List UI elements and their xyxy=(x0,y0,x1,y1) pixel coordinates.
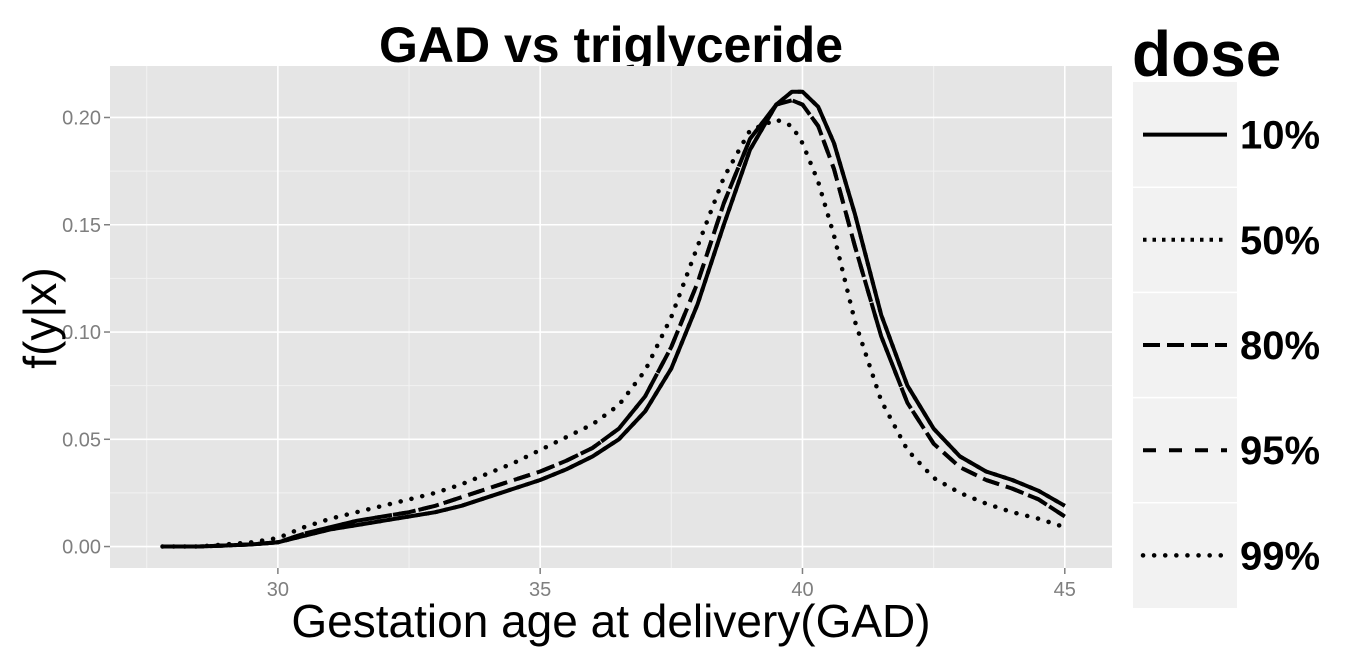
y-tick-label-4: 0.20 xyxy=(62,107,101,129)
legend-label-95pct: 95% xyxy=(1240,429,1320,473)
major-gridlines xyxy=(110,66,1112,568)
legend-label-10pct: 10% xyxy=(1240,114,1320,158)
series-line-80pct xyxy=(162,98,1066,549)
legend-label-80pct: 80% xyxy=(1240,324,1320,368)
legend-label-99pct: 99% xyxy=(1240,534,1320,578)
y-axis-title: f(y|x) xyxy=(14,267,66,368)
chart-title: GAD vs triglyceride xyxy=(379,17,843,73)
x-axis-title: Gestation age at delivery(GAD) xyxy=(291,595,930,647)
x-axis-ticks: 30 35 40 45 xyxy=(267,568,1076,601)
x-tick-label-1: 35 xyxy=(529,579,551,601)
x-tick-label-2: 40 xyxy=(791,579,813,601)
y-tick-label-2: 0.10 xyxy=(62,322,101,344)
x-tick-label-3: 45 xyxy=(1054,579,1076,601)
series-line-10pct xyxy=(162,89,1066,549)
legend-label-50pct: 50% xyxy=(1240,219,1320,263)
y-tick-label-1: 0.05 xyxy=(62,429,101,451)
y-tick-label-3: 0.15 xyxy=(62,215,101,237)
series-lines xyxy=(160,89,1068,549)
y-tick-label-0: 0.00 xyxy=(62,537,101,559)
x-tick-label-0: 30 xyxy=(267,579,289,601)
legend: 10% 50% 80% 95% 99% xyxy=(1133,114,1320,578)
y-axis-ticks: 0.00 0.05 0.10 0.15 0.20 xyxy=(62,107,110,559)
legend-title: dose xyxy=(1132,18,1281,90)
